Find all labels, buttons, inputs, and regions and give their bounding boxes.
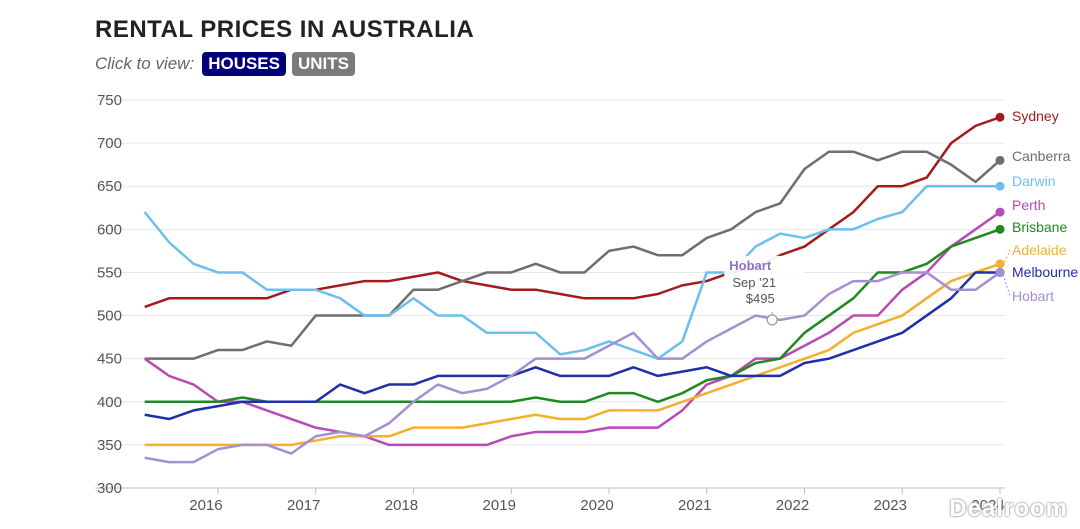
series-label-melbourne: Melbourne: [1012, 264, 1078, 280]
x-tick-label: 2024: [971, 497, 1004, 514]
annotation-marker: [766, 314, 778, 326]
x-tick-label: 2016: [189, 497, 222, 514]
series-line-hobart: [144, 271, 1001, 464]
y-tick-label: 600: [97, 221, 122, 238]
series-label-perth: Perth: [1012, 197, 1045, 213]
page-title: RENTAL PRICES IN AUSTRALIA: [95, 16, 475, 43]
view-toggle: Click to view: HOUSES UNITS: [95, 52, 355, 76]
watermark-logo: Dealroom: [949, 495, 1068, 522]
series-endpoint-sydney: [995, 112, 1005, 122]
annotation-date: Sep '21: [732, 275, 776, 290]
series-endpoint-hobart: [995, 267, 1005, 277]
y-tick-label: 450: [97, 351, 122, 368]
x-tick-label: 2019: [483, 497, 516, 514]
series-endpoint-canberra: [995, 155, 1005, 165]
series-label-hobart: Hobart: [1012, 288, 1054, 304]
annotation-value: $495: [746, 291, 775, 306]
y-tick-label: 350: [97, 437, 122, 454]
series-endpoint-darwin: [995, 181, 1005, 191]
x-tick-label: 2018: [385, 497, 418, 514]
units-button[interactable]: UNITS: [291, 52, 355, 76]
x-tick-label: 2022: [776, 497, 809, 514]
series-line-adelaide: [144, 262, 1001, 447]
x-tick-label: 2021: [678, 497, 711, 514]
y-tick-label: 500: [97, 308, 122, 325]
series-line-darwin: [143, 184, 1000, 360]
y-tick-label: 300: [97, 480, 122, 497]
x-tick-label: 2023: [874, 497, 907, 514]
series-line-melbourne: [144, 271, 1000, 421]
y-tick-label: 650: [97, 178, 122, 195]
x-axis: 2016 2017 2018 2019 2020 2021 2022 2023 2024: [189, 488, 1005, 514]
x-tick-label: 2020: [580, 497, 613, 514]
series-line-canberra: [144, 150, 1001, 360]
y-tick-label: 750: [97, 92, 122, 109]
annotation-series: Hobart: [729, 258, 772, 273]
series-label-adelaide: Adelaide: [1012, 242, 1067, 258]
series-line-sydney: [144, 116, 1001, 309]
y-tick-label: 700: [97, 135, 122, 152]
series-endpoint-perth: [995, 207, 1005, 217]
series-endpoint-adelaide: [995, 259, 1005, 269]
series-label-sydney: Sydney: [1012, 108, 1059, 124]
view-toggle-label: Click to view:: [95, 54, 195, 73]
x-tick-label: 2017: [287, 497, 320, 514]
y-axis: 300 350 400 450 500 550 600 650 700 750: [97, 92, 122, 497]
series-label-canberra: Canberra: [1012, 148, 1071, 164]
series-leader-hobart: [1002, 274, 1011, 297]
series-lines: [143, 112, 1005, 464]
houses-button[interactable]: HOUSES: [202, 52, 286, 76]
annotation-background: [724, 255, 805, 312]
y-tick-label: 400: [97, 394, 122, 411]
y-tick-label: 550: [97, 264, 122, 281]
annotation: Hobart Sep '21$495: [724, 255, 805, 326]
series-label-brisbane: Brisbane: [1012, 219, 1067, 235]
series-labels: Sydney Canberra Darwin Perth Brisbane Adelaid…: [1002, 108, 1078, 304]
series-line-perth: [143, 211, 1001, 447]
series-label-darwin: Darwin: [1012, 173, 1056, 189]
series-leader-adelaide: [1002, 249, 1011, 267]
series-endpoint-brisbane: [995, 224, 1005, 234]
